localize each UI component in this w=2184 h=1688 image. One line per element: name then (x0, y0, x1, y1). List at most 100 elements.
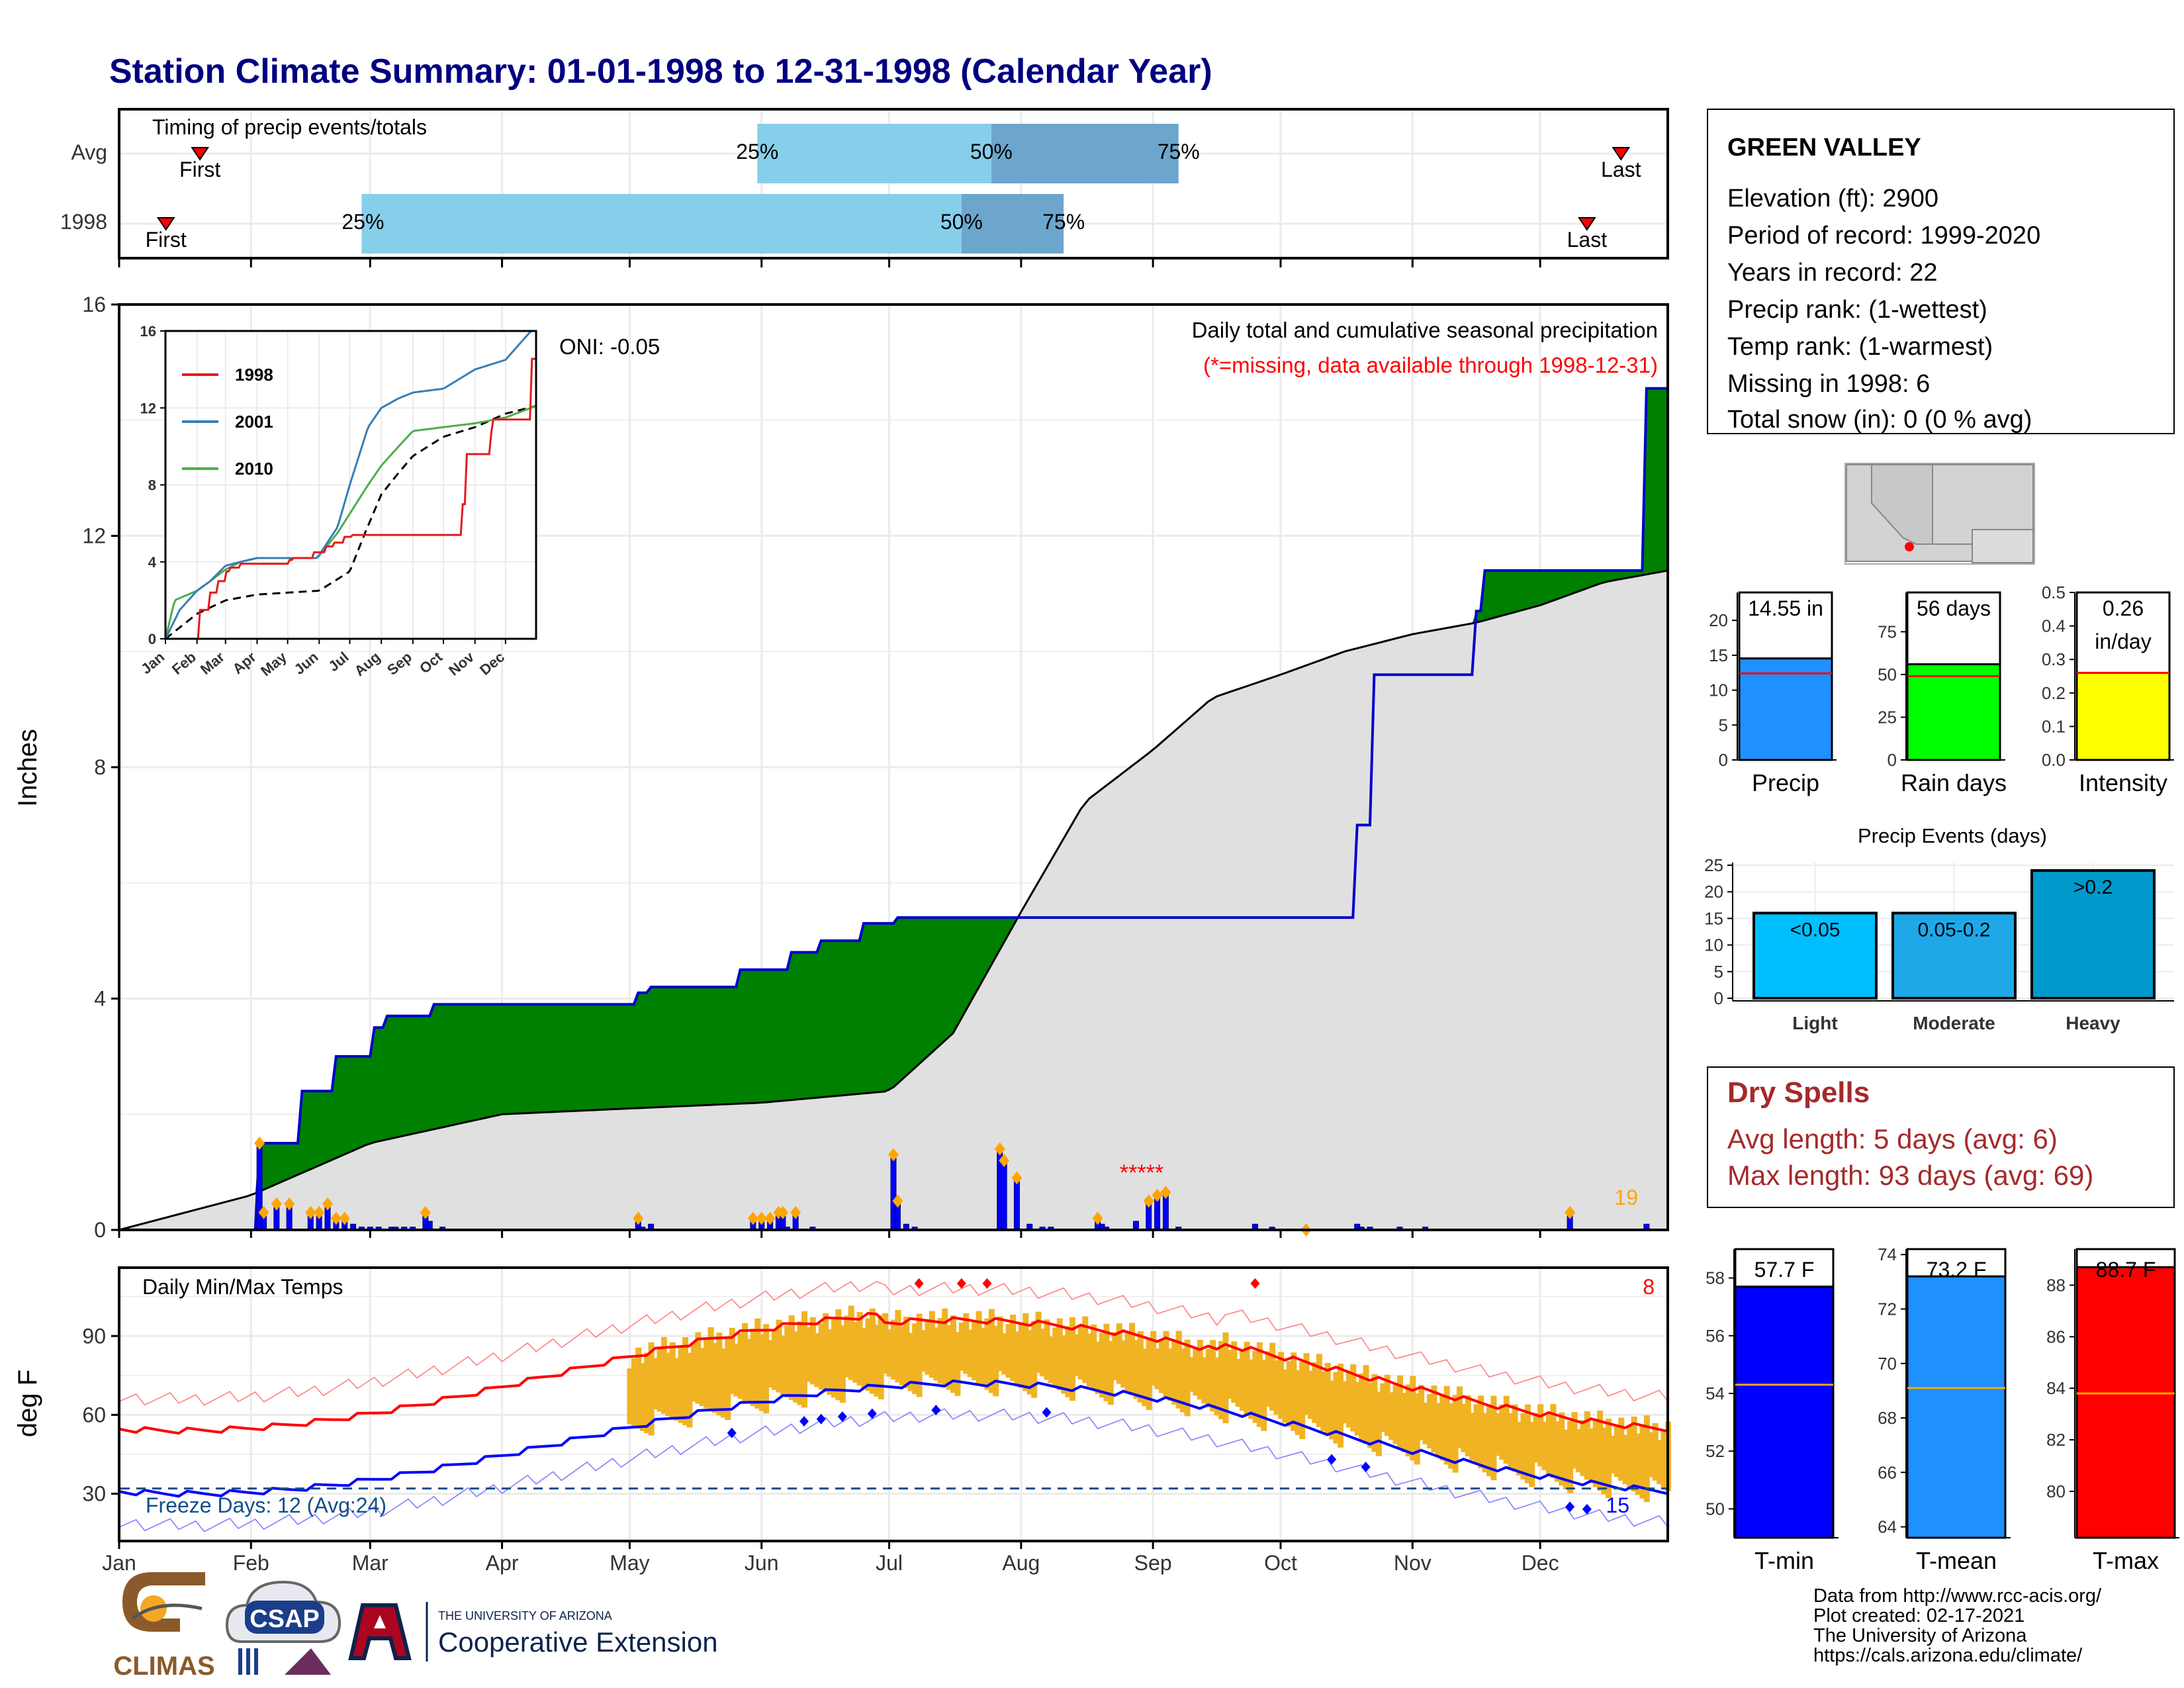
daily-temp-bar (1648, 1432, 1655, 1477)
precip-events-title: Precip Events (days) (1858, 824, 2047, 847)
daily-temp-bar (1588, 1428, 1595, 1484)
daily-temp-bar (839, 1325, 846, 1403)
daily-precip-marker (305, 1205, 316, 1219)
daily-temp-bar (1167, 1348, 1173, 1401)
daily-precip-marker (756, 1211, 767, 1225)
daily-temp-bar (1448, 1403, 1455, 1469)
daily-temp-bar (848, 1305, 854, 1380)
daily-temp-bar (1345, 1372, 1352, 1428)
summary-bar-label-box (1906, 591, 2001, 665)
normal-line (118, 569, 1668, 1231)
events-bar-light (1752, 912, 1878, 1000)
daily-temp-bar (1248, 1359, 1254, 1419)
daily-precip-bar (1013, 1177, 1020, 1231)
temp-bar-label-box (1734, 1248, 1835, 1288)
daily-temp-bar (746, 1338, 752, 1404)
summary-bar-y-tick-label: 0.0 (2042, 750, 2066, 770)
daily-temp-bar (1618, 1417, 1625, 1481)
temp-bar-y-tick-label: 72 (1878, 1299, 1897, 1319)
footer-data-source: Data from http://www.rcc-acis.org/ (1813, 1585, 2102, 1607)
inset-line-normal (165, 404, 537, 640)
daily-temp-bar (1235, 1358, 1242, 1407)
daily-precip-marker (999, 1154, 1010, 1168)
daily-temp-bar (1320, 1371, 1327, 1432)
daily-temp-bar (750, 1329, 756, 1407)
daily-temp-bar (1159, 1339, 1165, 1393)
daily-temp-bar (1056, 1318, 1063, 1391)
legend-label-2001: 2001 (235, 412, 273, 432)
precip-events-chart: Precip Events (days) <0.05 Light 0.05-0.2 M… (1704, 824, 2174, 1033)
daily-temp-bar (1375, 1391, 1382, 1456)
ua-logo: THE UNIVERSITY OF ARIZONA Cooperative Ex… (348, 1602, 718, 1662)
daily-temp-bar (780, 1335, 786, 1395)
timing-q25-label: 25% (736, 140, 778, 164)
daily-temp-bar (682, 1337, 688, 1425)
record-low-marker (1042, 1407, 1052, 1418)
temp-bar-y-tick-label: 50 (1706, 1499, 1725, 1519)
temp-bar-t-max (2075, 1266, 2176, 1539)
page-title: Station Climate Summary: 01-01-1998 to 1… (109, 52, 1212, 91)
station-period: Period of record: 1999-2020 (1727, 222, 2040, 250)
daily-temp-bar (1494, 1413, 1501, 1456)
daily-temp-bar (1371, 1374, 1378, 1452)
daily-temp-bar (1091, 1324, 1097, 1391)
station-temp-rank: Temp rank: (1-warmest) (1727, 333, 1993, 361)
inset-legend: 1998 2001 2010 (182, 365, 273, 479)
daily-temp-bar (1592, 1419, 1599, 1487)
daily-temp-bar (1103, 1323, 1110, 1401)
precip-y-tick-label: 8 (94, 755, 106, 779)
temp-bar-y-tick-label: 86 (2046, 1327, 2066, 1346)
summary-bar-y-tick-label: 75 (1878, 622, 1897, 641)
precip-y-tick-label: 16 (82, 293, 106, 316)
daily-temp-bar (704, 1337, 710, 1409)
daily-temp-bar (1010, 1315, 1016, 1382)
temp-bar-t-min (1734, 1286, 1835, 1539)
record-high-marker (1250, 1278, 1260, 1289)
timing-label: Timing of precip events/totals (152, 115, 427, 139)
daily-temp-bar (1601, 1427, 1608, 1495)
daily-temp-bar (1142, 1348, 1148, 1407)
daily-temp-bar (874, 1325, 880, 1397)
daily-temp-bar (801, 1311, 807, 1408)
summary-bar-y-tick-label: 0.1 (2042, 716, 2066, 736)
record-low-marker (931, 1405, 941, 1416)
summary-bar-y-tick-label: 15 (1709, 645, 1728, 665)
inset-y-tick-label: 4 (148, 554, 157, 571)
daily-temp-bar (1465, 1395, 1471, 1457)
daily-temp-bar (1610, 1435, 1616, 1474)
timing-last-marker (1577, 217, 1596, 231)
daily-temp-bar (1571, 1411, 1578, 1469)
precip-subtitle: Daily total and cumulative seasonal prec… (1192, 318, 1658, 342)
daily-temp-bar (1231, 1341, 1238, 1403)
daily-temp-bar (1473, 1404, 1480, 1465)
daily-temp-bar (997, 1316, 1003, 1372)
daily-temp-bar (716, 1333, 723, 1416)
station-missing: Missing in 1998: 6 (1727, 370, 1930, 398)
record-low-marker (727, 1427, 737, 1438)
record-low-marker (867, 1408, 877, 1419)
daily-temp-bar (754, 1318, 761, 1409)
daily-temp-bar (835, 1309, 842, 1401)
daily-precip-marker (254, 1136, 265, 1150)
daily-temp-bar (1478, 1395, 1484, 1469)
daily-temp-bar (856, 1311, 863, 1385)
csap-logo: CSAP (225, 1580, 341, 1675)
daily-temp-bar (1580, 1420, 1586, 1476)
inset-line-2001 (164, 330, 536, 639)
summary-bar-y-tick-label: 0 (1719, 750, 1728, 770)
timing-last-label: Last (1601, 158, 1641, 181)
daily-temp-bar (1661, 1430, 1667, 1488)
temp-y-tick-label: 30 (82, 1482, 106, 1506)
daily-temp-bar (1201, 1357, 1208, 1404)
daily-temp-bar (1418, 1385, 1425, 1440)
events-bar-heavy (2030, 869, 2156, 1000)
daily-precip-marker (271, 1197, 282, 1211)
daily-temp-bar (1124, 1331, 1131, 1391)
daily-temp-bar (844, 1315, 850, 1378)
daily-temp-bar (1112, 1332, 1118, 1380)
daily-temp-bar (1342, 1381, 1348, 1424)
daily-temp-bar (1023, 1313, 1029, 1391)
timing-first-marker (191, 147, 210, 161)
daily-precip-marker (1143, 1194, 1154, 1208)
daily-temp-bar (1137, 1331, 1144, 1403)
